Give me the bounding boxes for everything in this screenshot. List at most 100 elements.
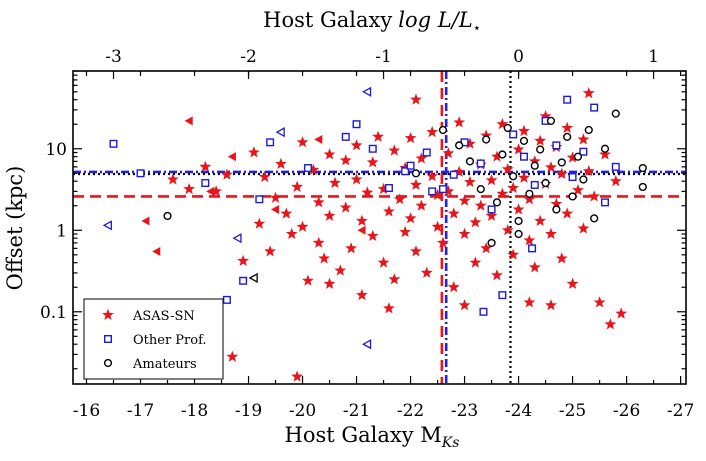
asas-sn-point bbox=[474, 199, 487, 211]
asas-sn-point bbox=[593, 296, 606, 308]
x-axis-title: Host Galaxy MKs bbox=[285, 423, 460, 451]
asas-sn-point bbox=[404, 212, 417, 224]
x-tick-label: -16 bbox=[73, 401, 100, 421]
asas-sn-point bbox=[604, 318, 617, 330]
amateurs-point bbox=[492, 198, 502, 207]
asas-sn-point bbox=[534, 214, 547, 226]
asas-sn-point bbox=[237, 254, 249, 266]
x2-tick-label: 1 bbox=[648, 47, 659, 67]
asas-sn-point bbox=[582, 165, 595, 177]
plot-frame bbox=[72, 70, 687, 385]
asas-sn-point bbox=[615, 307, 628, 319]
legend: ASAS-SN Other Prof. Amateurs bbox=[83, 298, 224, 380]
asas-sn-point bbox=[366, 229, 379, 241]
amateurs-point bbox=[638, 163, 647, 173]
legend-label-amateurs: Amateurs bbox=[132, 357, 197, 372]
asas-sn-point bbox=[399, 225, 412, 238]
other-prof-point bbox=[384, 184, 393, 193]
asas-sn-point bbox=[372, 130, 384, 142]
amateurs-point bbox=[546, 116, 556, 125]
asas-sn-point bbox=[545, 299, 557, 311]
asas-sn-point bbox=[518, 124, 530, 137]
asas-sn-point bbox=[485, 209, 498, 221]
amateurs-point bbox=[536, 145, 545, 154]
asas-sn-point bbox=[280, 207, 293, 219]
other-prof-point bbox=[528, 244, 537, 253]
asas-sn-point bbox=[323, 148, 336, 160]
asas-sn-unresolved-point bbox=[206, 186, 215, 196]
legend-label-asassn: ASAS-SN bbox=[132, 309, 195, 324]
asas-sn-point bbox=[609, 175, 622, 187]
other-prof-unresolved-point bbox=[362, 86, 372, 97]
asas-sn-point bbox=[496, 187, 509, 199]
asas-sn-point bbox=[582, 87, 595, 99]
asas-sn-point bbox=[426, 125, 439, 138]
other-prof-point bbox=[368, 144, 377, 153]
amateurs-point bbox=[552, 205, 561, 214]
other-prof-point bbox=[266, 138, 275, 147]
asas-sn-point bbox=[442, 147, 455, 159]
other-prof-point bbox=[438, 185, 447, 194]
other-prof-point bbox=[422, 148, 431, 157]
other-prof-point bbox=[239, 276, 248, 285]
asas-sn-point bbox=[566, 277, 579, 289]
other-prof-unresolved-point bbox=[232, 233, 242, 244]
asas-sn-point bbox=[599, 148, 611, 160]
other-prof-point bbox=[563, 95, 572, 104]
amateurs-point bbox=[530, 161, 539, 170]
asas-sn-point bbox=[566, 151, 579, 163]
asas-sn-point bbox=[555, 252, 568, 264]
asas-sn-point bbox=[199, 160, 212, 172]
asas-sn-point bbox=[501, 224, 514, 236]
asas-sn-point bbox=[334, 264, 347, 276]
asas-sn-unresolved-point bbox=[357, 225, 366, 235]
asas-sn-point bbox=[329, 176, 341, 188]
other-prof-point bbox=[255, 195, 264, 204]
x-tick-label: -21 bbox=[343, 401, 370, 421]
amateurs-point bbox=[509, 172, 518, 181]
x2-tick-label: -3 bbox=[105, 47, 122, 67]
other-prof-point bbox=[303, 164, 312, 173]
asas-sn-point bbox=[361, 186, 374, 198]
other-prof-point bbox=[498, 291, 507, 300]
asas-sn-point bbox=[210, 185, 222, 197]
asas-sn-point bbox=[415, 152, 428, 164]
asas-sn-point bbox=[491, 150, 503, 162]
asas-sn-point bbox=[561, 121, 574, 133]
asas-sn-point bbox=[318, 252, 330, 264]
asas-sn-point bbox=[248, 146, 260, 158]
asas-sn-point bbox=[356, 288, 368, 301]
asas-sn-point bbox=[388, 273, 401, 285]
asas-sn-point bbox=[404, 132, 417, 144]
x2-tick-label: -1 bbox=[375, 47, 392, 67]
asas-sn-point bbox=[485, 174, 498, 186]
asas-sn-point bbox=[221, 168, 233, 180]
asas-sn-point bbox=[377, 182, 390, 195]
asas-sn-point bbox=[410, 93, 422, 105]
x-tick-label: -26 bbox=[613, 401, 640, 421]
asas-sn-unresolved-point bbox=[152, 246, 161, 256]
asas-sn-point bbox=[275, 157, 287, 169]
asas-sn-point bbox=[296, 220, 309, 232]
other-prof-point bbox=[530, 180, 539, 189]
other-prof-point bbox=[401, 167, 410, 176]
asas-sn-point bbox=[469, 216, 482, 228]
x2-tick-label: 0 bbox=[513, 47, 524, 67]
other-prof-point bbox=[509, 130, 518, 139]
asas-sn-point bbox=[431, 220, 444, 232]
asas-sn-point bbox=[442, 185, 455, 197]
x-tick-label: -17 bbox=[127, 401, 154, 421]
asas-sn-point bbox=[561, 207, 574, 219]
x-tick-label: -27 bbox=[667, 401, 694, 421]
other-prof-point bbox=[519, 152, 528, 161]
asas-sn-point bbox=[383, 302, 395, 314]
asas-sn-point bbox=[350, 139, 363, 151]
asas-sn-point bbox=[501, 163, 514, 175]
amateurs-point bbox=[557, 158, 566, 167]
asas-sn-point bbox=[588, 190, 601, 202]
asas-sn-point bbox=[253, 217, 266, 229]
other-prof-point bbox=[406, 161, 415, 170]
asas-sn-unresolved-point bbox=[227, 152, 236, 162]
asas-sn-point bbox=[572, 184, 584, 196]
asas-sn-point bbox=[447, 207, 460, 219]
